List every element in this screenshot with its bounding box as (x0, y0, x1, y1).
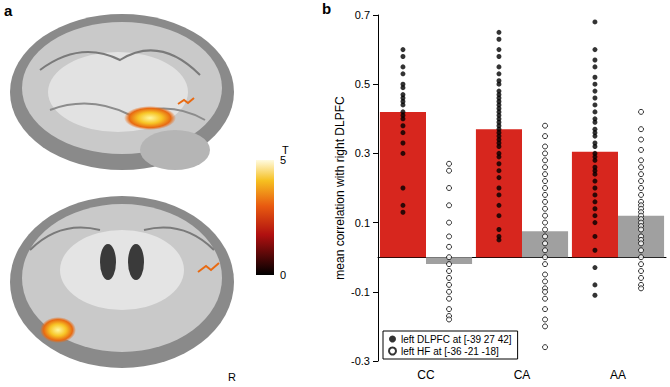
svg-text:R: R (228, 371, 236, 383)
html-text:b: b (322, 0, 332, 17)
svg-text:CC: CC (417, 368, 435, 382)
svg-text:AA: AA (610, 368, 626, 382)
svg-text:5: 5 (280, 154, 286, 166)
svg-text:mean correlation with right DL: mean correlation with right DLPFC (333, 96, 347, 280)
svg-text:left DLPFC at [-39 27 42]: left DLPFC at [-39 27 42] (401, 334, 512, 345)
svg-text:-0.1: -0.1 (351, 286, 370, 298)
svg-text:CA: CA (514, 368, 531, 382)
svg-text:0.5: 0.5 (355, 78, 370, 90)
svg-text:0.7: 0.7 (355, 9, 370, 21)
svg-text:0.1: 0.1 (355, 217, 370, 229)
svg-text:left HF at [-36 -21 -18]: left HF at [-36 -21 -18] (401, 346, 499, 357)
svg-text:T: T (282, 144, 289, 156)
svg-text:-0.3: -0.3 (351, 355, 370, 367)
svg-text:0: 0 (280, 269, 286, 281)
svg-text:a: a (4, 2, 13, 19)
svg-text:0.3: 0.3 (355, 147, 370, 159)
